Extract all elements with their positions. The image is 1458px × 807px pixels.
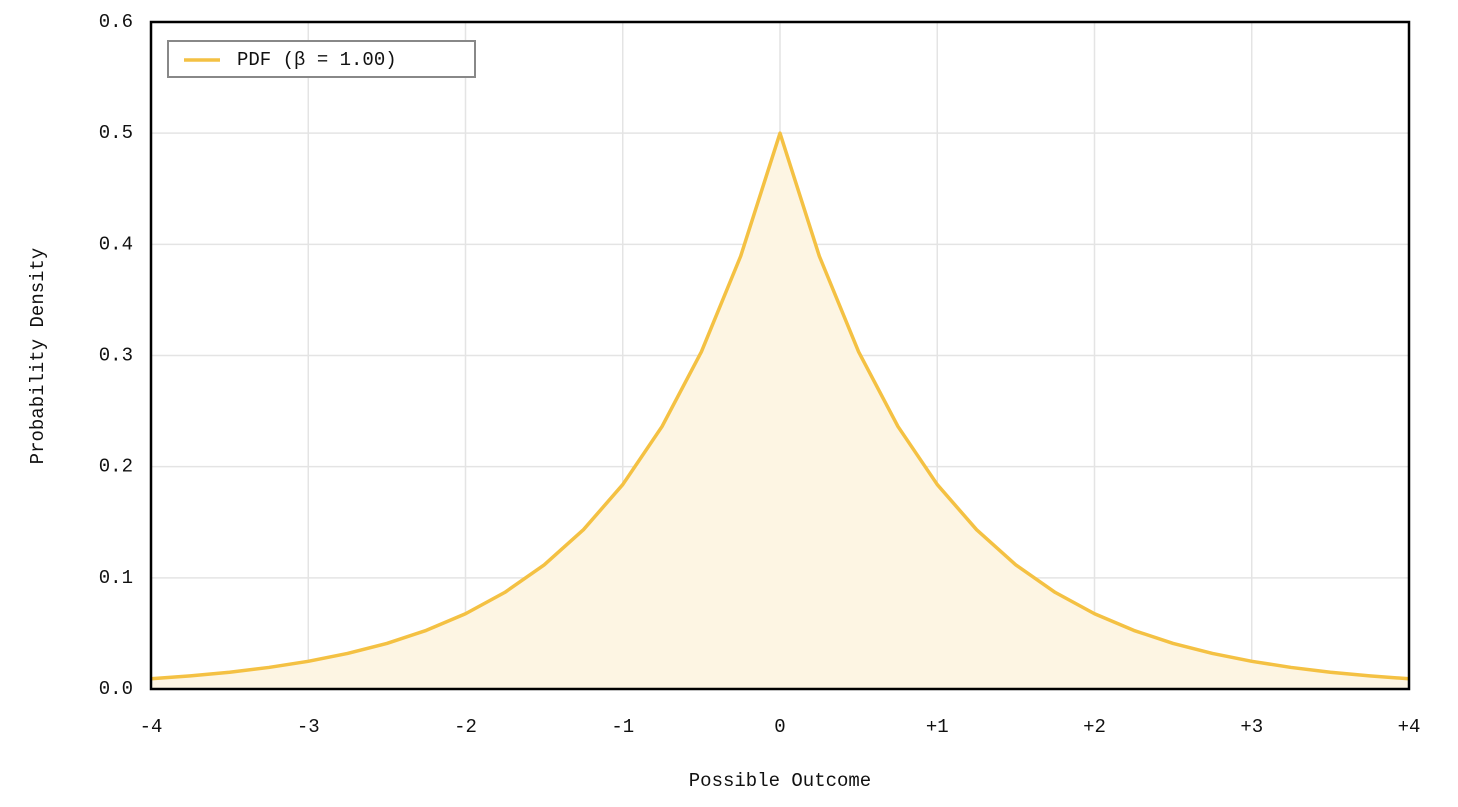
area: [151, 133, 1409, 689]
x-axis-label: Possible Outcome: [689, 770, 871, 792]
x-tick-label: -2: [454, 716, 477, 738]
plot-frame: [149, 20, 1411, 691]
x-tick-label: +2: [1083, 716, 1106, 738]
x-tick-label: -1: [611, 716, 634, 738]
x-tick-label: -4: [140, 716, 163, 738]
y-tick-label: 0.4: [99, 233, 133, 255]
line: [150, 131, 1410, 681]
y-tick-label: 0.3: [99, 345, 133, 367]
x-tick-label: +4: [1398, 716, 1421, 738]
legend: PDF (β = 1.00): [167, 40, 476, 78]
y-tick-label: 0.2: [99, 456, 133, 478]
x-tick-label: +1: [926, 716, 949, 738]
x-tick-label: 0: [774, 716, 785, 738]
y-tick-label: 0.6: [99, 11, 133, 33]
y-tick-label: 0.0: [99, 678, 133, 700]
y-axis-label: Probability Density: [27, 248, 49, 465]
x-tick-label: -3: [297, 716, 320, 738]
legend-label: PDF (β = 1.00): [237, 49, 397, 71]
y-tick-label: 0.1: [99, 567, 133, 589]
x-tick-label: +3: [1240, 716, 1263, 738]
y-tick-label: 0.5: [99, 122, 133, 144]
